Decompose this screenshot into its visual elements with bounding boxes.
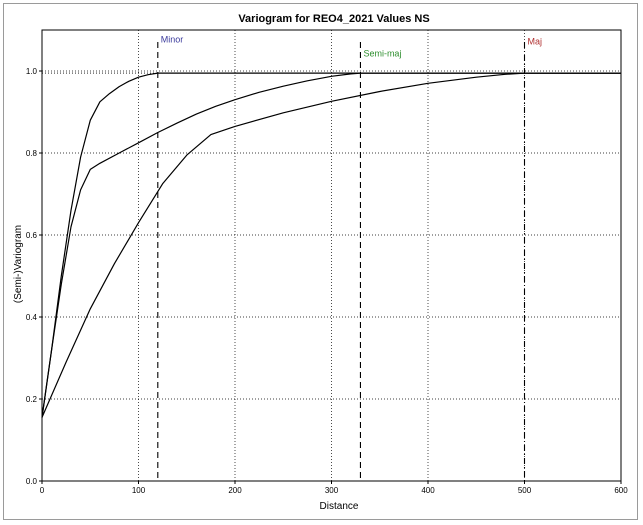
y-tick-label: 1.0 bbox=[26, 67, 38, 76]
x-axis-label: Distance bbox=[320, 501, 359, 512]
y-tick-label: 0.6 bbox=[26, 231, 38, 240]
y-tick-label: 0.4 bbox=[26, 313, 38, 322]
grid bbox=[42, 30, 621, 481]
variogram-curve-2 bbox=[41, 72, 621, 418]
x-tick-label: 600 bbox=[614, 486, 628, 495]
axis-ticks: 0 100 200 300 400 500 600 0.0 0.2 0.4 0.6 0.8 1.0 bbox=[26, 67, 628, 495]
x-tick-label: 100 bbox=[132, 486, 146, 495]
chart-title: Variogram for REO4_2021 Values NS bbox=[238, 13, 429, 25]
y-axis-label: (Semi-)Variogram bbox=[13, 225, 24, 303]
variogram-chart: Variogram for REO4_2021 Values NS Distan… bbox=[13, 13, 628, 512]
marker-label-minor: Minor bbox=[161, 34, 184, 44]
series-lines bbox=[41, 72, 621, 418]
x-tick-label: 200 bbox=[228, 486, 242, 495]
x-tick-label: 300 bbox=[325, 486, 339, 495]
variogram-curve-3 bbox=[41, 72, 621, 418]
chart-frame: Variogram for REO4_2021 Values NS Distan… bbox=[3, 3, 638, 520]
x-tick-label: 0 bbox=[40, 486, 45, 495]
y-tick-label: 0.8 bbox=[26, 149, 38, 158]
variogram-curve-1 bbox=[41, 72, 621, 418]
x-tick-label: 500 bbox=[518, 486, 532, 495]
range-markers: Minor Semi-maj Maj bbox=[157, 34, 543, 481]
y-tick-label: 0.0 bbox=[26, 477, 38, 486]
marker-label-maj: Maj bbox=[528, 36, 543, 46]
x-tick-label: 400 bbox=[421, 486, 435, 495]
y-tick-label: 0.2 bbox=[26, 395, 38, 404]
marker-label-semi-maj: Semi-maj bbox=[363, 49, 401, 59]
